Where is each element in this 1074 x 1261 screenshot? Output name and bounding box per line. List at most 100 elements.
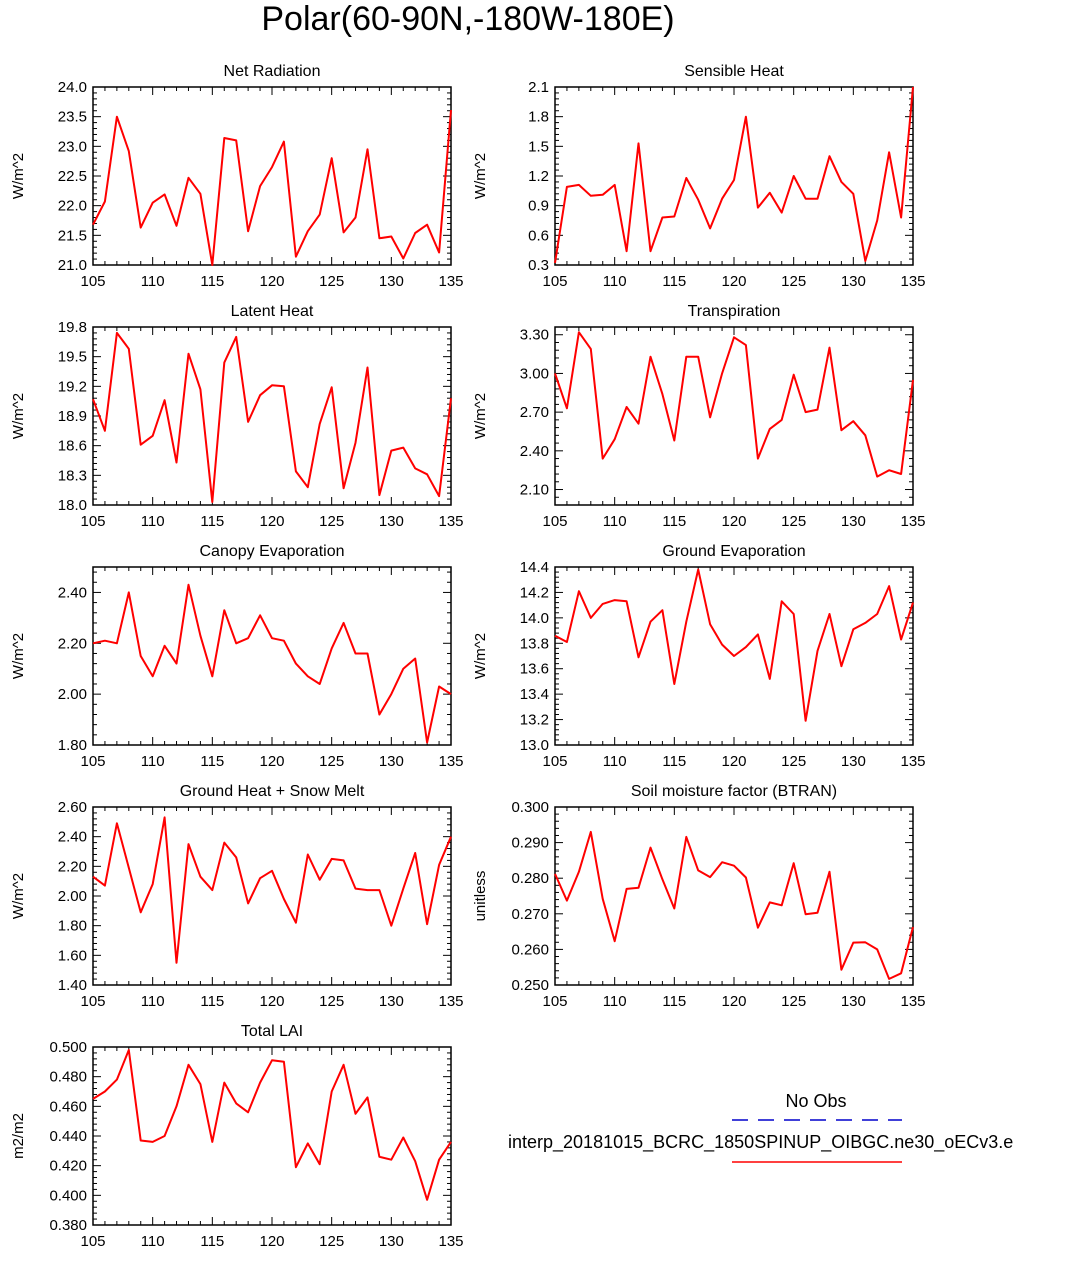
y-tick-label: 13.6 — [520, 661, 549, 678]
x-tick-label: 105 — [542, 273, 567, 290]
x-tick-label: 120 — [721, 273, 746, 290]
y-tick-label: 1.60 — [58, 947, 87, 964]
y-tick-label: 0.480 — [49, 1069, 87, 1086]
series-line — [92, 331, 452, 503]
y-axis-label: W/m^2 — [10, 873, 27, 919]
y-tick-label: 1.80 — [58, 737, 87, 754]
x-tick-label: 115 — [200, 273, 224, 290]
y-tick-label: 1.40 — [58, 977, 87, 994]
y-tick-label: 0.500 — [49, 1039, 87, 1056]
x-tick-label: 110 — [141, 993, 165, 1010]
legend-obs-label: No Obs — [785, 1091, 846, 1111]
x-tick-label: 130 — [379, 513, 404, 530]
x-tick-label: 125 — [319, 753, 344, 770]
y-tick-label: 0.6 — [528, 227, 549, 244]
x-tick-label: 115 — [200, 513, 224, 530]
x-tick-label: 130 — [379, 1233, 404, 1250]
y-tick-label: 1.8 — [528, 109, 549, 126]
y-tick-label: 2.40 — [58, 584, 87, 601]
x-tick-label: 120 — [259, 1233, 284, 1250]
x-tick-label: 125 — [781, 993, 806, 1010]
panel-4: Canopy Evaporation W/m^2 105 110 115 120 125 13… — [10, 543, 464, 770]
y-tick-label: 19.8 — [58, 319, 87, 336]
y-tick-label: 0.460 — [49, 1098, 87, 1115]
y-tick-label: 0.280 — [511, 870, 549, 887]
x-tick-label: 120 — [259, 993, 284, 1010]
y-tick-label: 2.20 — [58, 635, 87, 652]
y-tick-label: 3.00 — [520, 365, 549, 382]
plot-frame — [92, 326, 452, 506]
x-tick-label: 135 — [438, 1233, 463, 1250]
panel-5: Ground Evaporation W/m^2 105 110 115 120 125 13… — [472, 543, 926, 770]
legend: No Obs interp_20181015_BCRC_1850SPINUP_O… — [508, 1091, 1013, 1163]
y-tick-label: 0.440 — [49, 1128, 87, 1145]
panel-7: Soil moisture factor (BTRAN) unitless 105 1… — [472, 783, 926, 1010]
x-tick-label: 125 — [319, 993, 344, 1010]
x-tick-label: 125 — [319, 1233, 344, 1250]
x-tick-label: 120 — [721, 753, 746, 770]
series-line — [92, 816, 452, 964]
panel-title: Sensible Heat — [684, 63, 784, 80]
y-axis-label: W/m^2 — [472, 633, 489, 679]
x-tick-label: 130 — [841, 513, 866, 530]
panel-title: Soil moisture factor (BTRAN) — [631, 783, 837, 800]
y-tick-label: 0.400 — [49, 1187, 87, 1204]
x-tick-label: 115 — [662, 273, 686, 290]
x-tick-label: 135 — [900, 753, 925, 770]
y-tick-label: 0.9 — [528, 198, 549, 215]
y-tick-label: 21.0 — [58, 257, 87, 274]
y-tick-label: 14.2 — [520, 584, 549, 601]
x-tick-label: 120 — [259, 513, 284, 530]
panel-3: Transpiration W/m^2 105 110 115 120 125 130 135 2… — [472, 303, 926, 530]
x-tick-label: 135 — [900, 513, 925, 530]
x-tick-label: 120 — [259, 273, 284, 290]
x-tick-label: 135 — [438, 513, 463, 530]
x-tick-label: 130 — [379, 993, 404, 1010]
y-tick-label: 14.4 — [520, 559, 549, 576]
plot-frame — [92, 566, 452, 746]
y-tick-label: 2.00 — [58, 686, 87, 703]
y-tick-label: 0.260 — [511, 941, 549, 958]
y-axis-label: W/m^2 — [10, 633, 27, 679]
y-tick-label: 18.0 — [58, 497, 87, 514]
y-tick-label: 24.0 — [58, 79, 87, 96]
plot-frame — [554, 326, 914, 506]
y-tick-label: 13.0 — [520, 737, 549, 754]
x-tick-label: 110 — [141, 753, 165, 770]
x-tick-label: 125 — [319, 513, 344, 530]
y-tick-label: 14.0 — [520, 610, 549, 627]
panel-title: Transpiration — [688, 303, 781, 320]
x-tick-label: 105 — [80, 753, 105, 770]
y-tick-label: 22.0 — [58, 198, 87, 215]
y-tick-label: 0.380 — [49, 1217, 87, 1234]
x-tick-label: 130 — [379, 273, 404, 290]
y-tick-label: 0.300 — [511, 799, 549, 816]
x-tick-label: 105 — [80, 513, 105, 530]
series-line — [92, 110, 452, 266]
y-tick-label: 3.30 — [520, 327, 549, 344]
y-tick-label: 18.9 — [58, 408, 87, 425]
x-tick-label: 130 — [841, 993, 866, 1010]
y-tick-label: 2.10 — [520, 482, 549, 499]
y-tick-label: 1.80 — [58, 918, 87, 935]
x-tick-label: 105 — [542, 513, 567, 530]
x-tick-label: 115 — [662, 753, 686, 770]
x-tick-label: 105 — [80, 1233, 105, 1250]
x-tick-label: 135 — [438, 273, 463, 290]
y-tick-label: 19.2 — [58, 378, 87, 395]
panel-0: Net Radiation W/m^2 105 110 115 120 125 130 135 2… — [10, 63, 464, 290]
x-tick-label: 115 — [200, 993, 224, 1010]
y-axis-label: m2/m2 — [10, 1113, 27, 1159]
y-tick-label: 2.1 — [528, 79, 549, 96]
y-tick-label: 0.420 — [49, 1158, 87, 1175]
panel-title: Ground Heat + Snow Melt — [180, 783, 365, 800]
x-tick-label: 130 — [841, 273, 866, 290]
y-axis-label: W/m^2 — [472, 153, 489, 199]
panel-title: Net Radiation — [224, 63, 321, 80]
x-tick-label: 115 — [200, 753, 224, 770]
x-tick-label: 130 — [841, 753, 866, 770]
x-tick-label: 110 — [603, 993, 627, 1010]
panel-title: Canopy Evaporation — [200, 543, 345, 560]
x-tick-label: 105 — [80, 993, 105, 1010]
y-tick-label: 1.5 — [528, 138, 549, 155]
